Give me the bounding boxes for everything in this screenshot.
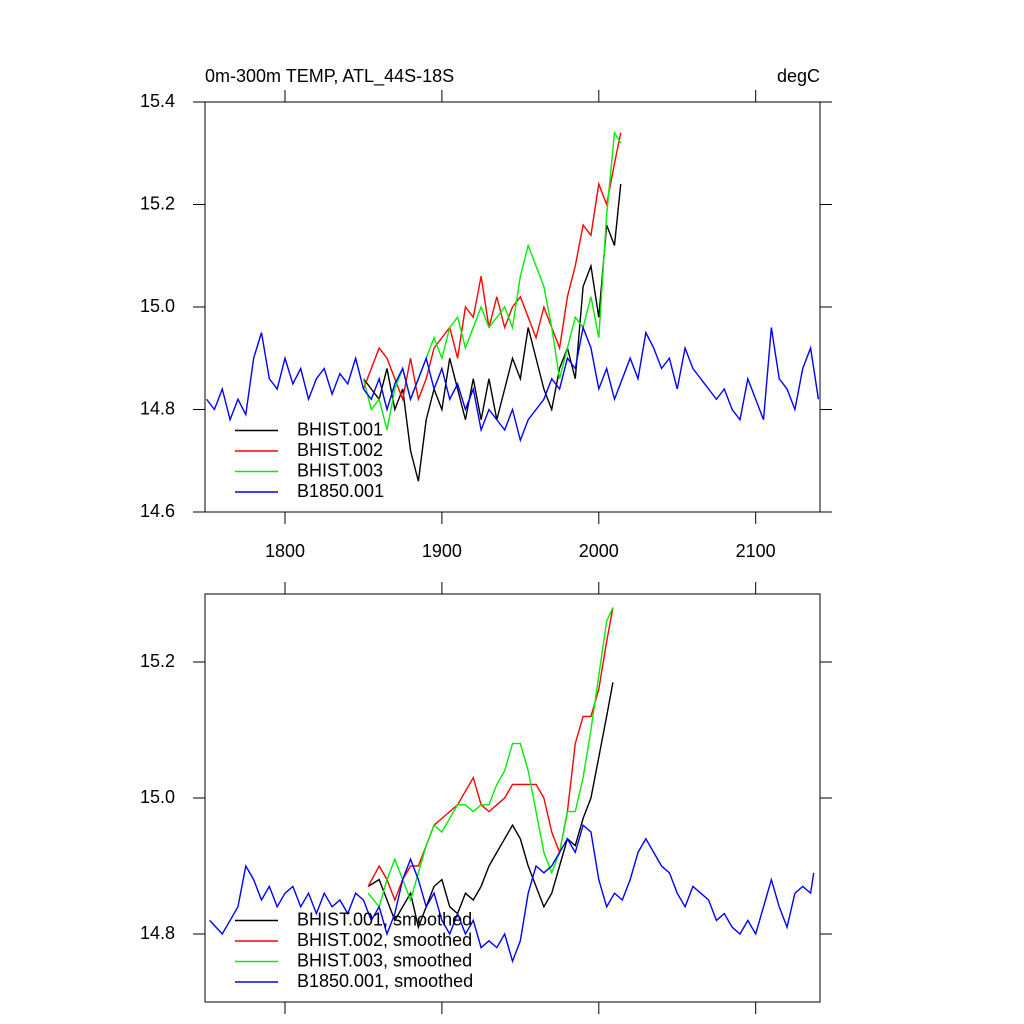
- y-tick-label: 15.2: [140, 651, 175, 671]
- series-line: [362, 130, 622, 431]
- series-line: [367, 607, 614, 902]
- x-tick-label: 2100: [736, 541, 776, 561]
- legend-label: BHIST.001: [297, 419, 383, 439]
- series-line: [367, 682, 614, 930]
- series-line: [362, 183, 622, 482]
- y-tick-label: 15.4: [140, 91, 175, 111]
- legend-label: B1850.001, smoothed: [297, 971, 473, 991]
- legend-label: BHIST.002, smoothed: [297, 930, 472, 950]
- legend-label: BHIST.001, smoothed: [297, 909, 472, 929]
- series-line: [362, 132, 622, 402]
- y-tick-label: 15.0: [140, 296, 175, 316]
- x-tick-label: 1900: [422, 541, 462, 561]
- series-line: [209, 823, 815, 964]
- y-tick-label: 14.6: [140, 501, 175, 521]
- legend-label: B1850.001: [297, 481, 384, 501]
- chart-title: 0m-300m TEMP, ATL_44S-18S: [205, 66, 454, 87]
- y-tick-label: 15.2: [140, 193, 175, 213]
- y-tick-label: 15.0: [140, 787, 175, 807]
- legend-label: BHIST.003, smoothed: [297, 950, 472, 970]
- y-tick-label: 14.8: [140, 398, 175, 418]
- legend-label: BHIST.002: [297, 440, 383, 460]
- series-line: [206, 324, 820, 443]
- y-tick-label: 14.8: [140, 923, 175, 943]
- x-tick-label: 2000: [579, 541, 619, 561]
- x-tick-label: 1800: [265, 541, 305, 561]
- units-label: degC: [777, 66, 820, 86]
- series-line: [367, 607, 614, 909]
- legend-label: BHIST.003: [297, 460, 383, 480]
